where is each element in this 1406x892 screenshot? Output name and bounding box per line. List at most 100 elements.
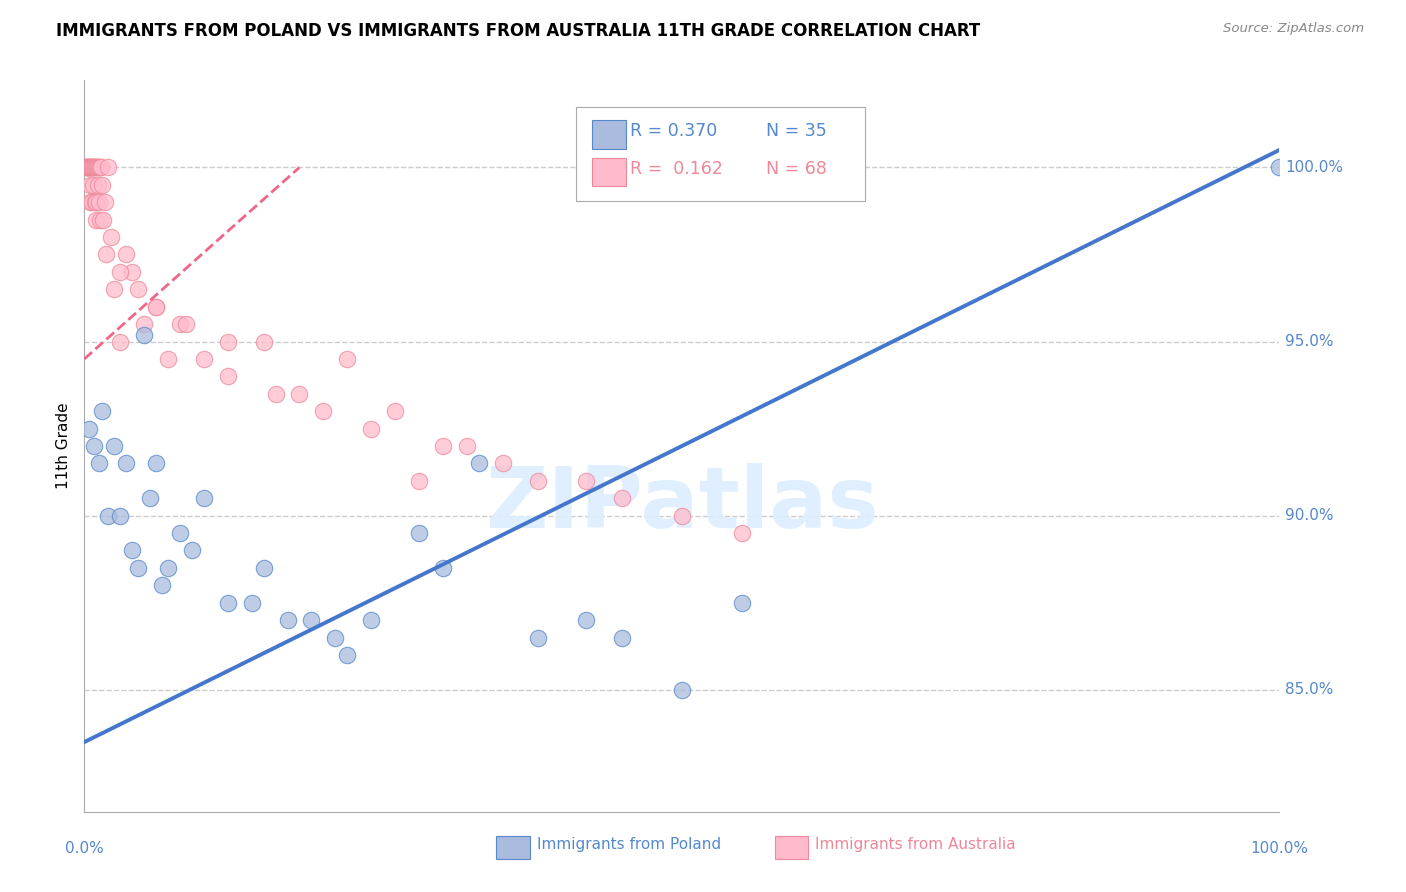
Point [77, 161, 100, 175]
Point [467, 457, 491, 471]
Point [89, 195, 111, 210]
Point [575, 474, 598, 488]
Point [75, 161, 97, 175]
Point [169, 317, 191, 331]
Point [193, 351, 215, 366]
Text: Source: ZipAtlas.com: Source: ZipAtlas.com [1223, 22, 1364, 36]
Point [110, 334, 132, 349]
Point [1268, 161, 1291, 175]
Point [83, 439, 105, 453]
Point [121, 543, 143, 558]
Point [79, 178, 101, 192]
Point [610, 491, 633, 506]
Point [93, 195, 115, 210]
Point [180, 543, 202, 558]
Point [77, 161, 100, 175]
Point [336, 648, 359, 662]
Point [89, 212, 111, 227]
Point [97, 508, 120, 523]
Point [84, 195, 107, 210]
Point [150, 578, 173, 592]
Point [127, 282, 149, 296]
Point [312, 404, 335, 418]
Point [89, 161, 111, 175]
Point [157, 351, 180, 366]
Point [731, 526, 754, 541]
Point [671, 508, 693, 523]
Point [145, 457, 167, 471]
Point [217, 369, 239, 384]
Point [217, 596, 239, 610]
Point [76, 161, 98, 175]
Point [301, 613, 323, 627]
Point [110, 508, 132, 523]
Point [80, 195, 103, 210]
Point [432, 439, 454, 453]
Point [115, 247, 138, 261]
Point [87, 178, 110, 192]
Point [610, 631, 633, 645]
Point [94, 247, 117, 261]
Point [731, 596, 754, 610]
Point [323, 631, 346, 645]
Point [336, 351, 359, 366]
Point [97, 161, 120, 175]
Text: IMMIGRANTS FROM POLAND VS IMMIGRANTS FROM AUSTRALIA 11TH GRADE CORRELATION CHART: IMMIGRANTS FROM POLAND VS IMMIGRANTS FRO… [56, 22, 980, 40]
Text: 90.0%: 90.0% [1285, 508, 1334, 524]
Point [384, 404, 406, 418]
Point [193, 491, 215, 506]
Text: R = 0.370: R = 0.370 [630, 122, 717, 140]
Point [527, 631, 550, 645]
Text: 0.0%: 0.0% [65, 841, 104, 856]
Point [77, 421, 100, 435]
Point [87, 457, 110, 471]
Point [288, 386, 311, 401]
Point [91, 404, 114, 418]
Point [253, 561, 276, 575]
Text: 85.0%: 85.0% [1285, 682, 1334, 698]
Point [79, 161, 101, 175]
Point [86, 161, 108, 175]
Point [77, 161, 100, 175]
Point [103, 439, 125, 453]
Point [79, 195, 101, 210]
Point [93, 212, 115, 227]
Point [80, 161, 103, 175]
Point [87, 161, 110, 175]
Point [575, 613, 598, 627]
Text: Immigrants from Australia: Immigrants from Australia [815, 838, 1017, 852]
Text: R =  0.162: R = 0.162 [630, 160, 723, 178]
Point [253, 334, 276, 349]
Point [132, 327, 156, 342]
Point [82, 178, 104, 192]
Point [408, 526, 430, 541]
Point [115, 457, 138, 471]
Point [408, 474, 430, 488]
Point [80, 161, 103, 175]
Point [83, 195, 105, 210]
Text: ZIPatlas: ZIPatlas [485, 463, 879, 546]
Point [360, 421, 382, 435]
Point [145, 300, 167, 314]
Y-axis label: 11th Grade: 11th Grade [56, 402, 72, 490]
Text: N = 35: N = 35 [766, 122, 827, 140]
Text: 100.0%: 100.0% [1285, 160, 1344, 175]
Point [110, 265, 132, 279]
Point [139, 491, 162, 506]
Point [90, 161, 112, 175]
Point [360, 613, 382, 627]
Point [103, 282, 125, 296]
Point [100, 230, 122, 244]
Point [157, 561, 180, 575]
Text: 100.0%: 100.0% [1250, 841, 1309, 856]
Point [83, 161, 105, 175]
Point [276, 613, 298, 627]
Point [79, 161, 101, 175]
Point [456, 439, 478, 453]
Point [82, 161, 104, 175]
Point [169, 526, 191, 541]
Point [174, 317, 197, 331]
Text: Immigrants from Poland: Immigrants from Poland [537, 838, 721, 852]
Point [671, 682, 693, 697]
Text: N = 68: N = 68 [766, 160, 827, 178]
